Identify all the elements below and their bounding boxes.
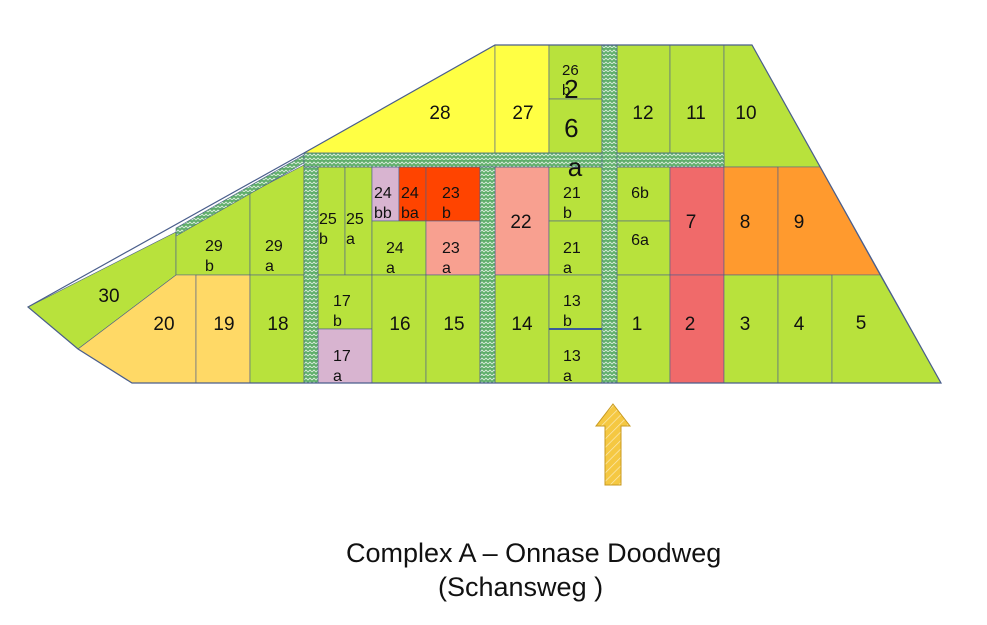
label-27: 27 <box>512 103 533 124</box>
label-17a: 17 a <box>333 348 355 385</box>
label-7: 7 <box>686 212 697 233</box>
parcel-24a <box>371 220 427 276</box>
path-vertical-east <box>601 44 618 384</box>
label-15: 15 <box>443 314 464 335</box>
parcel-23a <box>425 220 481 276</box>
entrance-arrow-icon <box>594 403 632 486</box>
parcel-26a <box>548 98 603 154</box>
label-6a: 6a <box>631 232 649 249</box>
parcel-6b <box>616 166 671 222</box>
label-3: 3 <box>740 314 751 335</box>
label-17b: 17 b <box>333 293 355 330</box>
label-25a: 25 a <box>346 211 368 248</box>
label-21b: 21 b <box>563 185 585 222</box>
parcel-4 <box>777 274 833 384</box>
label-18: 18 <box>267 314 288 335</box>
label-5: 5 <box>856 313 867 334</box>
label-10: 10 <box>735 103 756 124</box>
label-26b: 26 b <box>562 62 583 99</box>
parcel-6a <box>616 220 671 276</box>
parcel-13b <box>548 274 603 330</box>
label-6b: 6b <box>631 185 649 202</box>
label-11: 11 <box>686 103 706 124</box>
label-30: 30 <box>98 286 119 307</box>
label-14: 14 <box>511 314 533 335</box>
complex-outline <box>26 44 943 384</box>
label-21a: 21 a <box>563 240 585 277</box>
parcel-17b <box>317 274 373 330</box>
parcel-3 <box>723 274 779 384</box>
label-24bb: 24 bb <box>374 185 396 222</box>
label-12: 12 <box>632 103 653 124</box>
label-29b: 29 b <box>205 238 227 275</box>
parcel-18 <box>249 274 305 384</box>
map-caption-road: (Schansweg ) <box>438 572 604 602</box>
label-23b: 23 b <box>442 185 464 222</box>
label-19: 19 <box>213 314 234 335</box>
parcel-16 <box>371 274 427 384</box>
parcel-11 <box>669 44 725 154</box>
label-16: 16 <box>389 314 410 335</box>
label-8: 8 <box>740 212 751 233</box>
label-4: 4 <box>794 314 805 335</box>
label-20: 20 <box>153 314 174 335</box>
label-13a: 13 a <box>563 348 585 385</box>
parcel-19 <box>195 274 251 384</box>
label-9: 9 <box>794 212 805 233</box>
parcel-14 <box>494 274 550 384</box>
parcel-24ba <box>398 166 427 222</box>
label-26a: 2 6 a <box>564 74 586 182</box>
label-23a: 23 a <box>442 240 464 277</box>
label-2: 2 <box>685 314 696 335</box>
parcel-7 <box>669 166 725 276</box>
label-25b: 25 b <box>319 211 341 248</box>
label-24ba: 24 ba <box>401 185 423 222</box>
label-22: 22 <box>510 212 531 233</box>
path-vertical-west <box>303 166 319 384</box>
parcel-13a <box>548 328 603 384</box>
map-caption-title: Complex A – Onnase Doodweg <box>346 538 722 568</box>
parcel-2 <box>669 274 725 384</box>
label-28: 28 <box>429 103 450 124</box>
parcel-27 <box>494 44 550 154</box>
label-29a: 29 a <box>265 238 287 275</box>
label-24a: 24 a <box>386 240 408 277</box>
path-vertical-middle <box>479 166 496 384</box>
parcel-8 <box>723 166 779 276</box>
label-1: 1 <box>632 314 643 335</box>
path-horizontal <box>303 152 725 168</box>
parcel-12 <box>616 44 671 154</box>
parcel-22 <box>494 166 550 276</box>
label-13b: 13 b <box>563 293 585 330</box>
parcel-5 <box>831 274 942 384</box>
parcel-21a <box>548 220 603 276</box>
parcel-1 <box>616 274 671 384</box>
